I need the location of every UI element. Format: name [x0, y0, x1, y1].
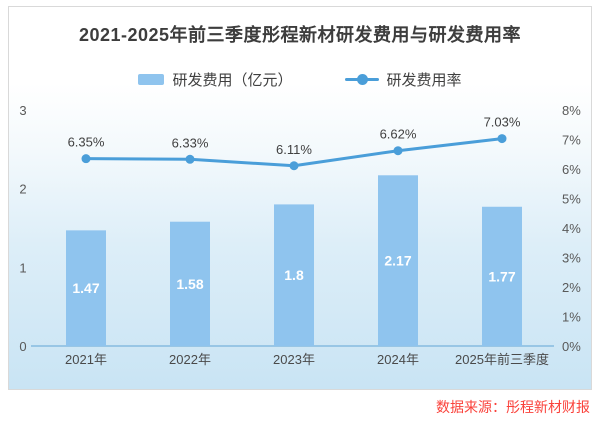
right-axis-tick-label: 0%	[562, 339, 581, 354]
bar-2021年	[66, 230, 106, 346]
x-axis-category-label: 2021年	[65, 352, 107, 367]
right-axis-tick-label: 4%	[562, 221, 581, 236]
bar-value-label: 1.47	[72, 280, 99, 296]
line-point-2025年前三季度	[497, 134, 507, 144]
right-axis-tick-label: 8%	[562, 103, 581, 118]
bar-2022年	[170, 221, 210, 346]
x-axis-category-label: 2023年	[273, 352, 315, 367]
chart-card: 2021-2025年前三季度彤程新材研发费用与研发费用率 研发费用（亿元） 研发…	[8, 6, 592, 390]
legend-label-rd-ratio: 研发费用率	[386, 72, 462, 89]
line-value-label: 6.33%	[172, 135, 209, 150]
line-point-2024年	[393, 146, 403, 156]
right-axis-tick-label: 5%	[562, 192, 581, 207]
x-axis-category-label: 2024年	[377, 352, 419, 367]
line-point-2023年	[289, 161, 299, 171]
chart-plot-area: 0 1 2 3 0% 1% 2% 3% 4% 5% 6% 7% 8% 1.47 1.58 1.8 2.17 1.7…	[19, 103, 581, 367]
line-value-label: 6.35%	[68, 135, 105, 150]
right-axis-tick-label: 1%	[562, 310, 581, 325]
line-point-2022年	[185, 154, 195, 164]
right-axis-tick-label: 7%	[562, 133, 581, 148]
bar-value-label: 1.77	[488, 268, 515, 284]
bar-swatch-icon	[138, 74, 165, 85]
x-axis-category-label: 2025年前三季度	[455, 352, 549, 367]
right-axis-tick-label: 2%	[562, 280, 581, 295]
left-axis-tick-label: 3	[19, 103, 26, 118]
legend-item-rd-expense: 研发费用（亿元）	[138, 69, 293, 90]
left-axis-tick-label: 0	[19, 339, 26, 354]
legend: 研发费用（亿元） 研发费用率	[9, 69, 591, 90]
chart-title: 2021-2025年前三季度彤程新材研发费用与研发费用率	[78, 25, 522, 45]
bar-value-label: 1.8	[284, 267, 304, 283]
bar-2025年前三季度	[482, 206, 522, 346]
legend-item-rd-ratio: 研发费用率	[344, 69, 462, 90]
bar-2023年	[274, 204, 314, 346]
legend-label-rd-expense: 研发费用（亿元）	[172, 72, 293, 89]
line-dot-swatch-icon	[344, 74, 379, 85]
right-axis-tick-label: 6%	[562, 162, 581, 177]
bar-value-label: 2.17	[384, 253, 411, 269]
bar-value-label: 1.58	[176, 276, 203, 292]
line-value-label: 6.11%	[276, 142, 312, 157]
x-axis-category-label: 2022年	[169, 352, 211, 367]
right-axis-tick-label: 3%	[562, 251, 581, 266]
left-axis-tick-label: 2	[19, 182, 26, 197]
line-value-label: 7.03%	[484, 115, 521, 130]
line-point-2021年	[81, 154, 91, 164]
bar-2024年	[378, 175, 418, 346]
source-note: 数据来源：彤程新材财报	[436, 399, 590, 415]
left-axis-tick-label: 1	[19, 260, 26, 275]
line-value-label: 6.62%	[380, 127, 417, 142]
